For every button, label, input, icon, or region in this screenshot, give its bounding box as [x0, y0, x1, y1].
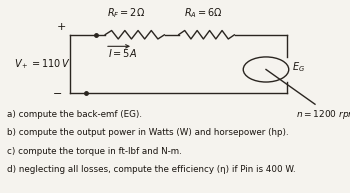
Text: $R_F = 2\Omega$: $R_F = 2\Omega$: [107, 6, 145, 20]
Text: $R_A = 6\Omega$: $R_A = 6\Omega$: [183, 6, 223, 20]
Text: $I = 5A$: $I = 5A$: [108, 47, 138, 59]
Text: $V_+ = 110\,V$: $V_+ = 110\,V$: [14, 57, 71, 71]
Text: c) compute the torque in ft-lbf and N-m.: c) compute the torque in ft-lbf and N-m.: [7, 147, 182, 156]
Text: +: +: [57, 22, 66, 32]
Text: a) compute the back-emf (EG).: a) compute the back-emf (EG).: [7, 110, 142, 119]
Text: $E_G$: $E_G$: [292, 61, 305, 74]
Text: d) neglecting all losses, compute the efficiency (η) if Pin is 400 W.: d) neglecting all losses, compute the ef…: [7, 165, 296, 174]
Text: −: −: [53, 89, 62, 99]
Text: $n = 1200$ rpm: $n = 1200$ rpm: [296, 108, 350, 121]
Text: b) compute the output power in Watts (W) and horsepower (hp).: b) compute the output power in Watts (W)…: [7, 128, 289, 137]
